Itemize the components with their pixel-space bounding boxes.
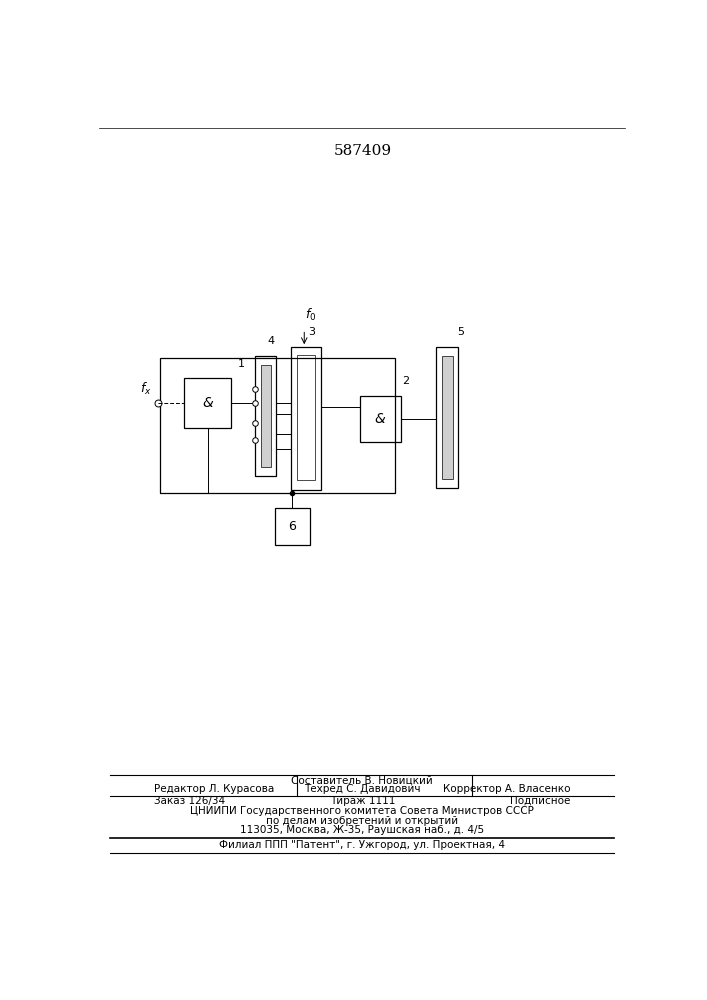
Text: Подписное: Подписное [510,796,571,806]
Bar [297,355,315,480]
Text: $f_0$: $f_0$ [305,307,317,323]
Text: &: & [202,396,213,410]
Bar [360,396,401,442]
Text: 1: 1 [238,359,245,369]
Bar [261,365,271,466]
Bar [255,356,276,476]
Bar [442,356,452,479]
Text: по делам изобретений и открытий: по делам изобретений и открытий [267,816,458,826]
Text: 3: 3 [308,327,315,337]
Text: Тираж 1111: Тираж 1111 [329,796,395,806]
Text: Филиал ППП "Патент", г. Ужгород, ул. Проектная, 4: Филиал ППП "Патент", г. Ужгород, ул. Про… [219,840,506,850]
Bar [436,347,458,488]
Bar [291,347,321,490]
Text: 5: 5 [457,327,464,337]
Text: 2: 2 [402,376,410,386]
Text: $f_x$: $f_x$ [140,381,152,397]
Text: 113035, Москва, Ж-35, Раушская наб., д. 4/5: 113035, Москва, Ж-35, Раушская наб., д. … [240,825,484,835]
Bar [185,378,231,428]
Text: 6: 6 [288,520,296,533]
Bar [160,358,395,493]
Text: Заказ 126/34: Заказ 126/34 [154,796,226,806]
Text: ЦНИИПИ Государственного комитета Совета Министров СССР: ЦНИИПИ Государственного комитета Совета … [190,806,534,816]
Text: 4: 4 [268,336,275,346]
Text: &: & [375,412,385,426]
Text: 587409: 587409 [333,144,392,158]
Text: Корректор А. Власенко: Корректор А. Власенко [443,784,571,794]
Bar [275,508,310,545]
Text: Техред С. Давидович: Техред С. Давидович [304,784,421,794]
Text: Составитель В. Новицкий: Составитель В. Новицкий [291,776,433,786]
Text: Редактор Л. Курасова: Редактор Л. Курасова [154,784,274,794]
